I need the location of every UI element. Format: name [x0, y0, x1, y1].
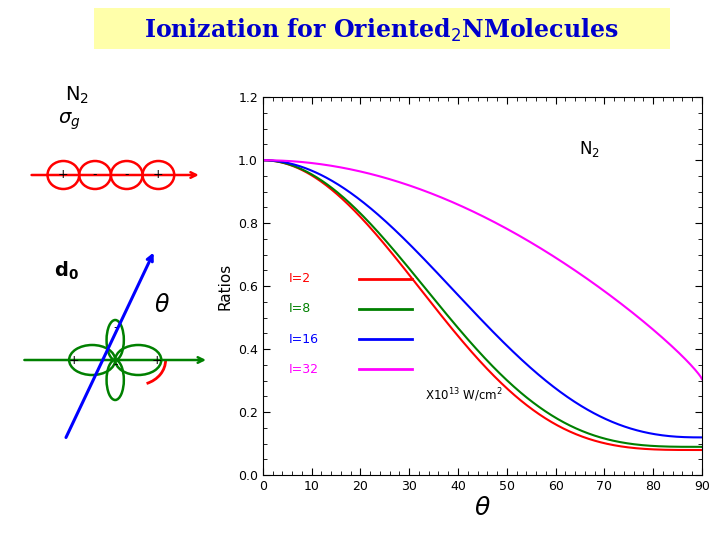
- Text: -: -: [113, 359, 117, 372]
- Text: N$_2$: N$_2$: [65, 85, 89, 106]
- Text: X10$^{13}$ W/cm$^2$: X10$^{13}$ W/cm$^2$: [426, 386, 503, 404]
- Text: +: +: [68, 354, 78, 367]
- Y-axis label: Ratios: Ratios: [217, 262, 233, 310]
- Text: +: +: [152, 354, 162, 367]
- Text: $\mathbf{d_0}$: $\mathbf{d_0}$: [54, 260, 79, 282]
- Text: +: +: [58, 168, 68, 181]
- Text: -: -: [93, 168, 97, 181]
- Text: I=2: I=2: [289, 272, 311, 285]
- Text: I=8: I=8: [289, 302, 312, 315]
- Text: -: -: [113, 321, 117, 334]
- X-axis label: θ: θ: [474, 496, 490, 520]
- Text: $\theta$: $\theta$: [154, 293, 170, 317]
- Text: I=16: I=16: [289, 333, 319, 346]
- Text: Ionization for Oriented$_2$NMolecules: Ionization for Oriented$_2$NMolecules: [144, 17, 619, 44]
- Text: I=32: I=32: [289, 363, 319, 376]
- Text: N$_2$: N$_2$: [579, 139, 600, 159]
- Text: $\sigma_g$: $\sigma_g$: [58, 110, 80, 132]
- Text: -: -: [125, 168, 129, 181]
- Text: +: +: [153, 168, 163, 181]
